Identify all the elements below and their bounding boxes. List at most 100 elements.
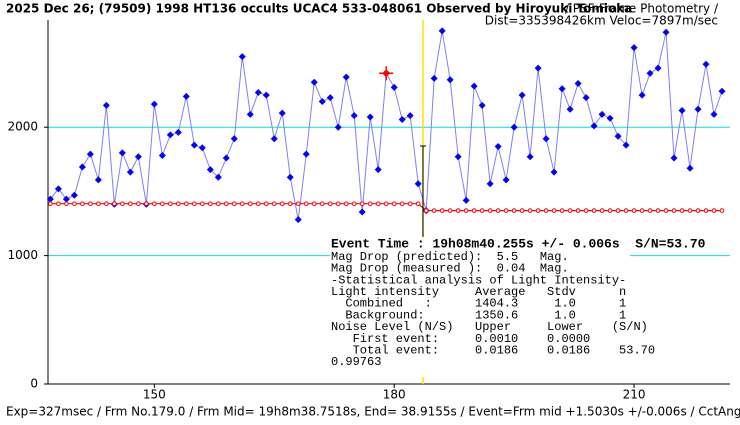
model-point bbox=[671, 208, 677, 213]
point bbox=[318, 98, 326, 106]
point bbox=[230, 135, 238, 143]
y-tick-label: 1000 bbox=[7, 248, 38, 262]
point bbox=[462, 196, 470, 204]
model-point bbox=[559, 208, 565, 213]
point bbox=[654, 64, 662, 72]
annotation: Mag Drop (predicted): 5.5 Mag. bbox=[331, 250, 569, 264]
model-point bbox=[503, 208, 509, 213]
model-point bbox=[711, 208, 717, 213]
model-point bbox=[176, 201, 181, 206]
point bbox=[158, 151, 166, 159]
model-point bbox=[335, 201, 341, 206]
model-point bbox=[439, 208, 445, 213]
chart-title: 2025 Dec 26; (79509) 1998 HT136 occults … bbox=[6, 2, 632, 16]
point bbox=[614, 132, 622, 140]
point bbox=[446, 76, 454, 84]
model-point bbox=[247, 201, 253, 206]
point bbox=[710, 110, 718, 118]
model-point bbox=[455, 208, 461, 213]
point bbox=[70, 191, 78, 199]
model-point bbox=[263, 201, 269, 206]
point bbox=[622, 141, 630, 149]
point bbox=[638, 91, 646, 99]
model-point bbox=[48, 201, 53, 206]
model-point bbox=[271, 201, 277, 206]
annotation: First event: 0.0010 0.0000 bbox=[331, 332, 590, 346]
model-point bbox=[615, 208, 621, 213]
point bbox=[662, 28, 670, 36]
model-point bbox=[80, 201, 85, 206]
point bbox=[358, 208, 366, 216]
model-point bbox=[295, 201, 301, 206]
model-point bbox=[423, 208, 429, 213]
point bbox=[334, 123, 342, 131]
point bbox=[294, 216, 302, 224]
model-point bbox=[639, 208, 645, 213]
annotation: -Statistical analysis of Light Intensity… bbox=[331, 273, 626, 287]
model-point bbox=[471, 208, 477, 213]
model-point bbox=[168, 201, 173, 206]
model-point bbox=[623, 208, 629, 213]
model-point bbox=[144, 201, 149, 206]
model-point bbox=[487, 208, 493, 213]
model-point bbox=[551, 208, 557, 213]
model-point bbox=[303, 201, 309, 206]
model-point bbox=[255, 201, 261, 206]
point bbox=[310, 78, 318, 86]
model-point bbox=[391, 201, 397, 206]
point bbox=[46, 195, 54, 203]
point bbox=[278, 109, 286, 117]
point bbox=[686, 164, 694, 172]
point bbox=[606, 114, 614, 122]
point bbox=[366, 113, 374, 121]
point bbox=[398, 116, 406, 124]
model-point bbox=[647, 208, 653, 213]
model-point bbox=[575, 208, 581, 213]
model-point bbox=[703, 208, 709, 213]
point bbox=[222, 154, 230, 162]
point bbox=[598, 110, 606, 118]
model-point bbox=[216, 201, 221, 206]
point bbox=[54, 185, 62, 193]
point bbox=[566, 105, 574, 113]
point bbox=[182, 92, 190, 100]
point bbox=[414, 180, 422, 188]
point bbox=[262, 91, 270, 99]
annotation: Light intensity Average Stdv n bbox=[331, 285, 626, 299]
annotation: Combined : 1404.3 1.0 1 bbox=[331, 297, 626, 311]
model-point bbox=[431, 208, 437, 213]
point bbox=[246, 110, 254, 118]
point bbox=[342, 73, 350, 81]
point bbox=[62, 195, 70, 203]
model-point bbox=[239, 201, 245, 206]
model-point bbox=[311, 201, 317, 206]
x-tick-label: 150 bbox=[143, 388, 166, 402]
model-point bbox=[679, 208, 685, 213]
model-point bbox=[447, 208, 453, 213]
point bbox=[270, 135, 278, 143]
point bbox=[550, 168, 558, 176]
point bbox=[302, 150, 310, 158]
point bbox=[502, 176, 510, 184]
point bbox=[494, 142, 502, 150]
model-point bbox=[591, 208, 597, 213]
point bbox=[198, 144, 206, 152]
model-point bbox=[399, 201, 405, 206]
model-point bbox=[120, 201, 125, 206]
model-point bbox=[583, 208, 589, 213]
model-point bbox=[327, 201, 333, 206]
x-tick-label: 180 bbox=[383, 388, 406, 402]
model-point bbox=[128, 201, 133, 206]
model-point bbox=[96, 201, 101, 206]
model-point bbox=[343, 201, 349, 206]
point bbox=[326, 94, 334, 102]
point bbox=[558, 85, 566, 93]
model-point bbox=[695, 208, 701, 213]
point bbox=[534, 64, 542, 72]
point bbox=[430, 74, 438, 82]
model-point bbox=[415, 201, 421, 206]
point bbox=[486, 180, 494, 188]
model-point bbox=[223, 201, 229, 206]
point bbox=[438, 27, 446, 35]
